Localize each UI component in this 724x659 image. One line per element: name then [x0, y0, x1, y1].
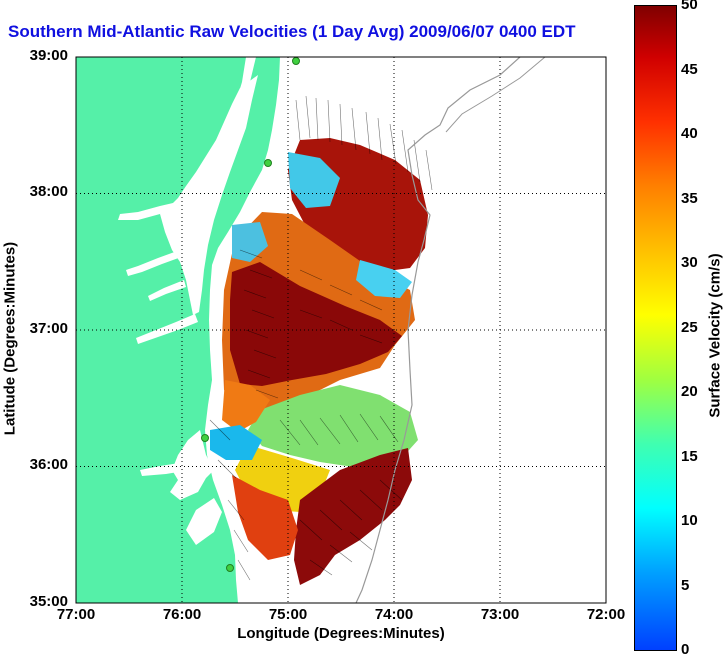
chesapeake-bay [160, 75, 258, 315]
colorbar-tick-label: 40 [681, 125, 698, 142]
bathymetry-contour-2 [445, 57, 546, 133]
y-tick-label: 39:00 [29, 47, 68, 64]
y-tick-label: 36:00 [29, 456, 68, 473]
colorbar-tick-label: 35 [681, 190, 698, 207]
nc-coastal-sound [186, 498, 222, 545]
radar-site-marker [226, 564, 234, 572]
colorbar-tick-label: 45 [681, 61, 698, 78]
colorbar-label: Surface Velocity (cm/s) [706, 253, 724, 418]
x-tick-label: 77:00 [56, 606, 96, 623]
y-tick-label: 35:00 [29, 593, 68, 610]
radar-site-marker [264, 159, 272, 167]
x-axis-label: Longitude (Degrees:Minutes) [237, 625, 445, 642]
x-tick-label: 75:00 [268, 606, 308, 623]
x-tick-label: 74:00 [374, 606, 414, 623]
y-tick-label: 37:00 [29, 320, 68, 337]
colorbar-tick-label: 15 [681, 448, 698, 465]
albemarle-sound [140, 455, 210, 476]
radar-site-marker [292, 57, 300, 65]
potomac-river [118, 200, 186, 220]
x-tick-label: 72:00 [586, 606, 626, 623]
map-title: Southern Mid-Atlantic Raw Velocities (1 … [8, 22, 576, 41]
grid-lines [76, 57, 606, 603]
y-axis-label: Latitude (Degrees:Minutes) [1, 241, 19, 436]
velocity-field [210, 138, 428, 585]
plot-frame [75, 56, 607, 604]
colorbar [634, 5, 677, 651]
radar-site-marker [201, 434, 209, 442]
x-tick-label: 73:00 [480, 606, 520, 623]
delaware-bay [236, 57, 256, 104]
colorbar-tick-label: 10 [681, 512, 698, 529]
bathymetry-contour [355, 57, 521, 603]
colorbar-tick-label: 50 [681, 0, 698, 13]
velocity-vectors [209, 95, 433, 581]
colorbar-tick-label: 20 [681, 383, 698, 400]
colorbar-tick-label: 5 [681, 577, 690, 594]
y-tick-label: 38:00 [29, 183, 68, 200]
york-river [148, 280, 186, 301]
rappahannock-river [126, 250, 184, 276]
colorbar-tick-label: 25 [681, 319, 698, 336]
x-tick-label: 76:00 [162, 606, 202, 623]
colorbar-tick-label: 0 [681, 641, 690, 658]
colorbar-tick-label: 30 [681, 254, 698, 271]
